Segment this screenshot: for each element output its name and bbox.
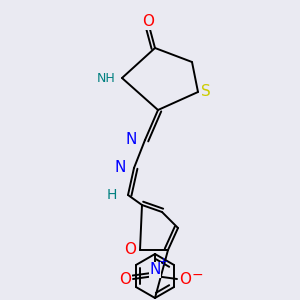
Text: N: N (149, 262, 161, 278)
Text: −: − (191, 268, 203, 282)
Text: O: O (124, 242, 136, 257)
Text: NH: NH (97, 71, 116, 85)
Text: O: O (142, 14, 154, 29)
Text: +: + (158, 257, 168, 267)
Text: O: O (179, 272, 191, 286)
Text: N: N (125, 133, 137, 148)
Text: O: O (119, 272, 131, 286)
Text: S: S (201, 85, 211, 100)
Text: N: N (114, 160, 126, 175)
Text: H: H (107, 188, 117, 202)
